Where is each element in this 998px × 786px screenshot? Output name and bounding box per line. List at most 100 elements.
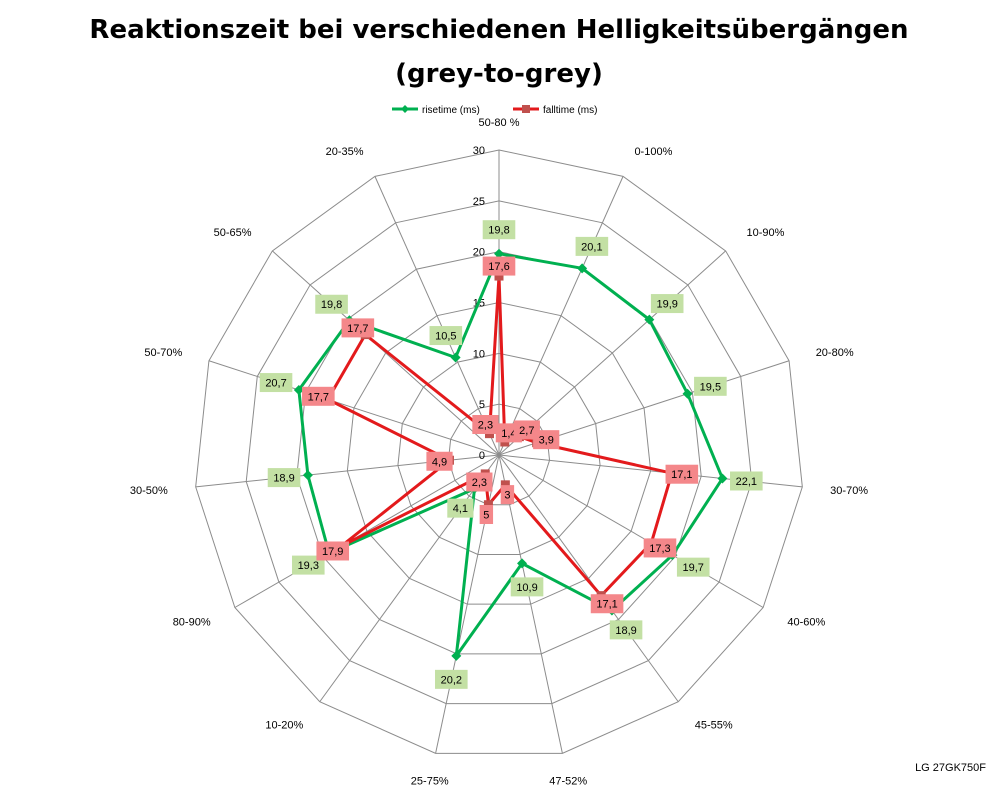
falltime-data-label-bg <box>466 472 493 492</box>
falltime-data-label-bg <box>533 430 560 450</box>
legend-label: risetime (ms) <box>422 105 480 116</box>
falltime-data-label-bg <box>302 386 335 406</box>
risetime-data-label-bg <box>259 373 293 393</box>
category-label: 47-52% <box>549 776 587 786</box>
risetime-data-label-bg <box>447 498 474 518</box>
falltime-data-label: 17,1 <box>671 469 692 481</box>
category-label: 10-90% <box>746 227 784 239</box>
risetime-data-label-bg <box>730 471 763 491</box>
risetime-data-label: 20,1 <box>581 241 602 253</box>
category-label: 50-65% <box>214 227 252 239</box>
risetime-data-label: 19,7 <box>683 562 704 574</box>
risetime-data-label: 18,9 <box>273 473 294 485</box>
grid-spoke <box>498 176 624 456</box>
category-label: 50-70% <box>144 347 182 359</box>
risetime-data-label-bg <box>291 555 325 575</box>
falltime-data-label-bg <box>341 318 375 338</box>
risetime-point <box>717 473 728 484</box>
falltime-data-label-bg <box>643 538 677 558</box>
falltime-data-label: 5 <box>483 510 489 522</box>
risetime-data-label: 18,9 <box>615 625 636 637</box>
risetime-point <box>682 388 693 399</box>
risetime-data-label-bg <box>429 326 463 346</box>
grid-spoke <box>498 454 764 608</box>
falltime-data-label: 4,9 <box>432 456 447 468</box>
risetime-data-label-bg <box>650 294 684 314</box>
model-watermark: LG 27GK750F <box>915 762 986 774</box>
risetime-data-label-bg <box>575 236 609 256</box>
risetime-data-label-bg <box>510 577 544 597</box>
risetime-point <box>517 558 528 569</box>
falltime-data-label-bg <box>500 485 515 505</box>
falltime-data-label-bg <box>472 415 499 435</box>
grid-ring <box>296 251 702 655</box>
r-tick-label: 10 <box>473 348 485 360</box>
category-label: 30-50% <box>130 485 168 497</box>
grid-spoke <box>319 454 500 703</box>
category-label: 0-100% <box>634 146 672 158</box>
grid-ring <box>195 149 803 754</box>
risetime-data-label-bg <box>676 557 710 577</box>
chart-title-line: Reaktionszeit bei verschiedenen Helligke… <box>89 15 909 45</box>
r-tick-label: 20 <box>473 247 485 259</box>
risetime-data-label: 20,2 <box>441 674 462 686</box>
falltime-data-label: 17,6 <box>488 261 509 273</box>
grid-ring <box>447 403 551 506</box>
grid-spoke <box>374 176 500 456</box>
chart-subtitle-line: (grey-to-grey) <box>395 59 603 89</box>
category-label: 40-60% <box>787 617 825 629</box>
grid-spoke <box>272 250 500 456</box>
falltime-data-label-bg <box>482 256 516 276</box>
risetime-data-label: 19,5 <box>700 381 721 393</box>
risetime-data-label-bg <box>315 294 348 314</box>
category-label: 10-20% <box>265 719 303 731</box>
risetime-data-label: 10,5 <box>435 331 456 343</box>
legend-marker <box>401 105 409 113</box>
category-label: 50-80 % <box>479 117 520 129</box>
risetime-point <box>302 470 313 481</box>
risetime-data-label: 19,3 <box>298 560 319 572</box>
falltime-data-label: 3,9 <box>539 435 554 447</box>
falltime-data-label-bg <box>426 451 453 471</box>
falltime-data-label-bg <box>590 594 624 614</box>
risetime-point <box>494 248 504 259</box>
category-label: 20-80% <box>816 347 854 359</box>
series-line-risetime <box>297 252 724 658</box>
falltime-data-label: 3 <box>504 490 510 502</box>
falltime-data-label-bg <box>316 541 350 561</box>
falltime-data-label: 2,3 <box>478 420 493 432</box>
legend-label: falltime (ms) <box>543 105 597 116</box>
grid-spoke <box>498 454 563 754</box>
legend-marker <box>522 105 530 113</box>
category-label: 45-55% <box>695 719 733 731</box>
category-label: 25-75% <box>411 776 449 786</box>
falltime-point <box>494 271 504 281</box>
risetime-data-label: 19,8 <box>321 299 342 311</box>
risetime-data-label-bg <box>435 669 468 689</box>
falltime-data-label: 2,7 <box>519 425 534 437</box>
risetime-point <box>293 384 304 395</box>
risetime-point <box>644 314 655 325</box>
r-tick-label: 25 <box>473 196 485 208</box>
falltime-data-label: 17,9 <box>322 546 343 558</box>
falltime-data-label-bg <box>665 464 699 484</box>
falltime-data-label: 17,3 <box>649 543 670 555</box>
falltime-data-label: 17,7 <box>308 391 329 403</box>
risetime-data-label: 10,9 <box>516 582 537 594</box>
risetime-data-label: 19,9 <box>656 299 677 311</box>
grid-spoke <box>234 454 500 608</box>
grid-spoke <box>498 454 679 703</box>
risetime-data-label: 20,7 <box>265 378 286 390</box>
grid-spoke <box>208 360 500 456</box>
falltime-point <box>483 500 493 510</box>
risetime-data-label: 19,8 <box>488 225 509 237</box>
risetime-point <box>451 650 462 661</box>
category-label: 20-35% <box>326 146 364 158</box>
r-tick-label: 0 <box>479 450 485 462</box>
series-line-falltime <box>326 274 674 598</box>
risetime-data-label-bg <box>267 468 301 488</box>
risetime-data-label: 4,1 <box>453 503 468 515</box>
chart-title: Reaktionszeit bei verschiedenen Helligke… <box>0 8 998 96</box>
risetime-point <box>450 352 461 363</box>
